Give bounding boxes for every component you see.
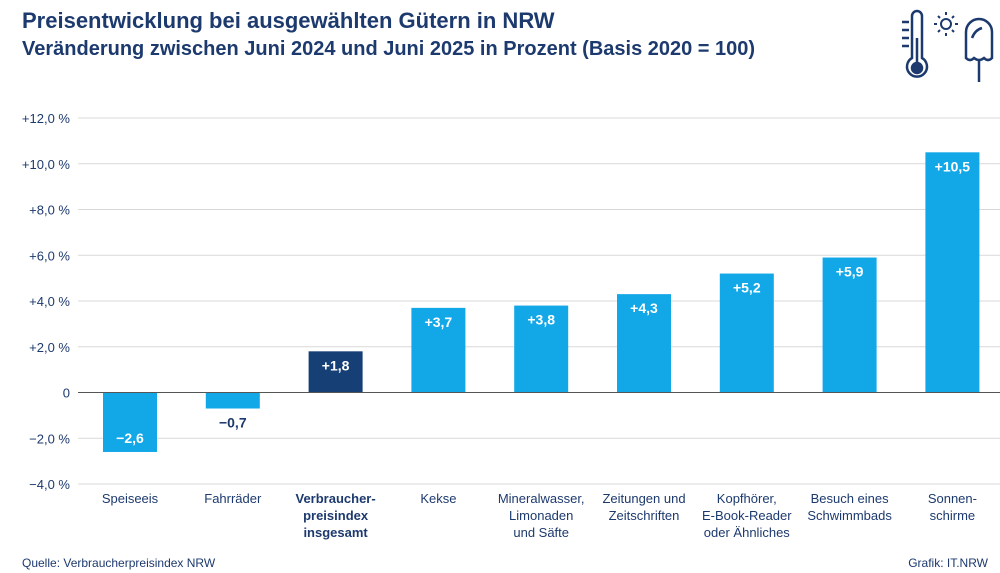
category-label: preisindex [303, 508, 369, 523]
bar-value-label: −0,7 [219, 415, 247, 431]
ice-cream-icon [964, 17, 994, 82]
bar-value-label: +3,7 [425, 314, 453, 330]
bar-value-label: +5,9 [836, 264, 864, 280]
category-label: Kopfhörer, [717, 491, 777, 506]
bars [103, 152, 980, 452]
bar [103, 392, 157, 452]
category-label: Limonaden [509, 508, 573, 523]
bar [514, 305, 569, 393]
category-label: Schwimmbads [807, 508, 892, 523]
bar-value-label: +5,2 [733, 280, 761, 296]
category-label: oder Ähnliches [704, 525, 790, 540]
bar [411, 307, 466, 393]
y-tick-label: +12,0 % [22, 111, 71, 126]
category-label: insgesamt [303, 525, 368, 540]
y-tick-label: −2,0 % [29, 431, 70, 446]
y-axis-ticks: −4,0 % −2,0 % 0 +2,0 % +4,0 % +6,0 % +8,0 % +10… [22, 111, 71, 492]
category-label: schirme [930, 508, 976, 523]
category-label: Kekse [420, 491, 456, 506]
category-label: Speiseeis [102, 491, 159, 506]
bar [719, 273, 774, 393]
category-label: Verbraucher- [295, 491, 375, 506]
y-tick-label: −4,0 % [29, 477, 70, 492]
bar [205, 392, 260, 409]
category-label: Fahrräder [204, 491, 262, 506]
y-tick-label: 0 [63, 386, 70, 401]
bar-value-label: +1,8 [322, 357, 350, 373]
sun-icon [934, 12, 958, 36]
chart-subtitle: Veränderung zwischen Juni 2024 und Juni … [22, 38, 756, 60]
source-note: Quelle: Verbraucherpreisindex NRW [22, 556, 216, 570]
category-label: Mineralwasser, [498, 491, 585, 506]
y-tick-label: +8,0 % [29, 203, 70, 218]
header-illustration [898, 8, 998, 88]
bar [822, 257, 877, 393]
x-axis-categories: Speiseeis Fahrräder Verbraucher-preisindex… [102, 491, 977, 540]
bar-value-label: +10,5 [935, 158, 971, 174]
category-label: Besuch eines [811, 491, 890, 506]
bar [308, 351, 363, 393]
category-label: E-Book-Reader [702, 508, 792, 523]
category-label: Zeitungen und [602, 491, 685, 506]
thermometer-icon [902, 9, 929, 78]
y-tick-label: +10,0 % [22, 157, 71, 172]
category-label: Zeitschriften [609, 508, 680, 523]
bar-value-label: −2,6 [116, 430, 144, 446]
value-labels: −2,6 −0,7 +1,8 +3,7 +3,8 +4,3 +5,2 +5,9 +10,5 [116, 158, 970, 446]
bar [617, 294, 671, 393]
bar [925, 152, 980, 393]
bar-value-label: +4,3 [630, 300, 658, 316]
graphic-credit: Grafik: IT.NRW [908, 556, 988, 570]
category-label: Sonnen- [928, 491, 977, 506]
bar-value-label: +3,8 [527, 312, 555, 328]
chart-title: Preisentwicklung bei ausgewählten Gütern… [22, 8, 555, 33]
y-tick-label: +6,0 % [29, 248, 70, 263]
y-tick-label: +4,0 % [29, 294, 70, 309]
category-label: und Säfte [513, 525, 569, 540]
y-tick-label: +2,0 % [29, 340, 70, 355]
